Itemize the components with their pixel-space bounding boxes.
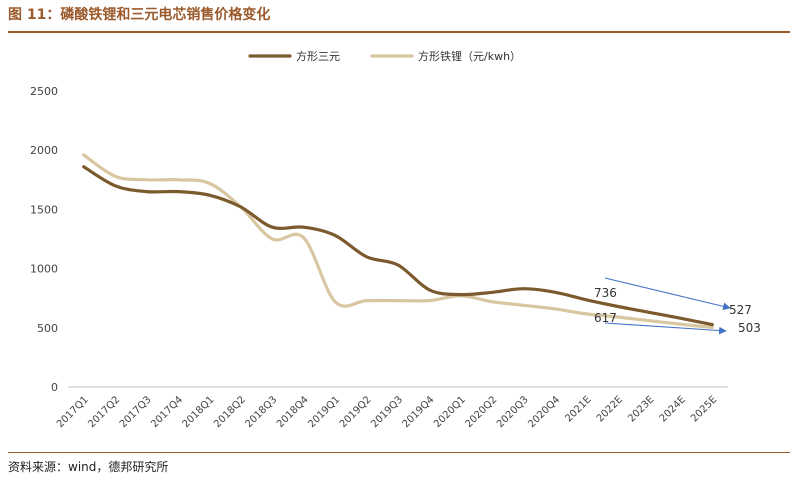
x-tick-label: 2020Q2 [464, 394, 500, 430]
x-tick-label: 2017Q4 [149, 394, 185, 430]
x-tick-label: 2018Q2 [212, 394, 248, 430]
y-tick-label: 2500 [30, 85, 58, 98]
series-lines [82, 153, 714, 329]
trend-arrow-ternary [604, 277, 731, 311]
x-tick-label: 2023E [626, 394, 656, 424]
x-tick-label: 2017Q1 [55, 394, 91, 430]
trend-arrow-lfp [604, 322, 727, 335]
data-label: 617 [594, 311, 617, 325]
title-rule [8, 31, 790, 33]
legend-item-lfp: 方形铁锂（元/kwh） [370, 49, 521, 63]
x-tick-label: 2020Q1 [432, 394, 468, 430]
legend-label: 方形三元 [296, 49, 340, 63]
data-label: 503 [738, 321, 761, 335]
x-tick-label: 2019Q1 [306, 394, 342, 430]
legend-item-ternary: 方形三元 [248, 49, 340, 63]
x-tick-label: 2025E [689, 394, 719, 424]
y-tick-label: 500 [37, 322, 58, 335]
y-tick-label: 2000 [30, 144, 58, 157]
x-tick-label: 2021E [563, 394, 593, 424]
legend-label: 方形铁锂（元/kwh） [418, 49, 521, 63]
x-axis: 2017Q12017Q22017Q32017Q42018Q12018Q22018… [55, 386, 728, 430]
x-tick-label: 2018Q1 [181, 394, 217, 430]
series-line-lfp [82, 153, 714, 329]
data-label: 527 [729, 303, 752, 317]
y-tick-label: 1000 [30, 263, 58, 276]
x-tick-label: 2017Q2 [86, 394, 122, 430]
y-tick-label: 0 [51, 381, 58, 394]
footer-rule [8, 452, 790, 453]
y-axis: 0 500 1000 1500 2000 2500 [30, 85, 58, 394]
x-tick-label: 2017Q3 [118, 394, 154, 430]
x-tick-label: 2022E [595, 394, 625, 424]
x-tick-label: 2020Q4 [526, 394, 562, 430]
x-tick-label: 2018Q3 [244, 394, 280, 430]
x-tick-label: 2019Q4 [401, 394, 437, 430]
legend: 方形三元 方形铁锂（元/kwh） [248, 49, 521, 63]
x-tick-label: 2019Q2 [338, 394, 374, 430]
x-tick-label: 2020Q3 [495, 394, 531, 430]
y-tick-label: 1500 [30, 203, 58, 216]
source-note: 资料来源：wind，德邦研究所 [8, 460, 169, 474]
page-title: 图 11：磷酸铁锂和三元电芯销售价格变化 [8, 7, 271, 23]
x-tick-label: 2018Q4 [275, 394, 311, 430]
x-tick-label: 2019Q3 [369, 394, 405, 430]
data-labels: 736 617 527 503 [594, 286, 761, 335]
data-label: 736 [594, 286, 617, 300]
x-tick-label: 2024E [658, 394, 688, 424]
series-line-ternary [82, 165, 714, 327]
trend-arrows [604, 277, 731, 335]
